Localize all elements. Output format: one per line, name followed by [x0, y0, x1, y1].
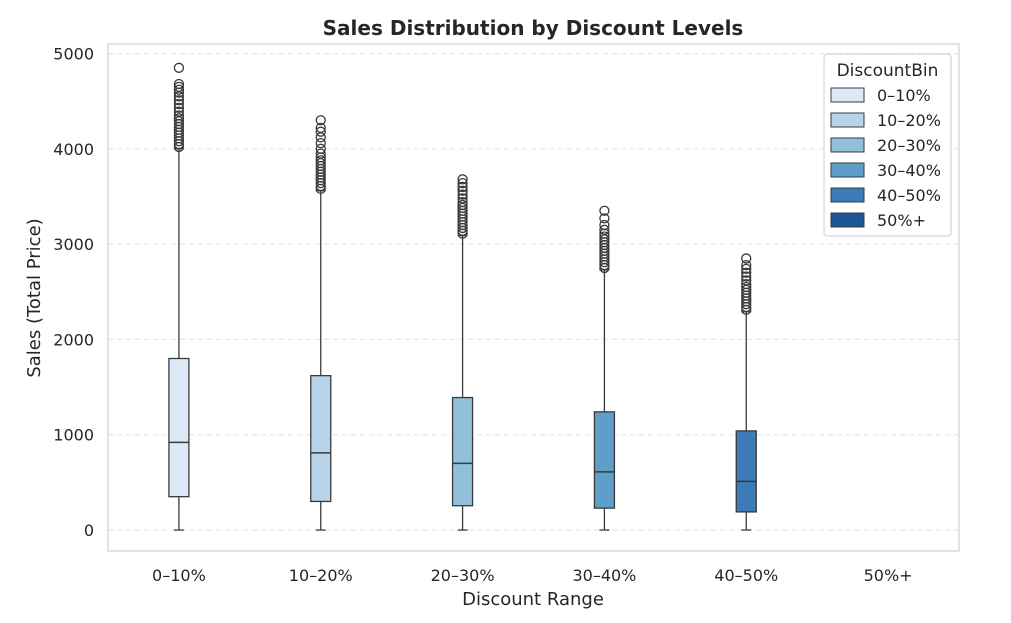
box-iqr	[168, 357, 190, 498]
outlier-point	[457, 177, 468, 189]
outlier-point	[457, 185, 468, 196]
outlier-point	[173, 113, 185, 124]
outlier-point	[599, 205, 610, 216]
outlier-point	[315, 148, 326, 159]
outlier-point	[457, 181, 468, 193]
outlier-point	[741, 281, 752, 293]
legend-swatch	[830, 112, 865, 128]
box-iqr	[593, 411, 616, 509]
legend-swatch	[830, 187, 865, 203]
outlier-point	[457, 197, 468, 208]
outlier-point	[173, 78, 185, 90]
y-tick-label: 4000	[53, 140, 94, 159]
legend-label: 50%+	[877, 211, 926, 230]
outlier-point	[741, 253, 752, 264]
x-tick-label: 10–20%	[289, 566, 353, 585]
outlier-point	[457, 174, 468, 185]
legend-label: 0–10%	[877, 86, 931, 105]
box-iqr	[451, 396, 474, 507]
legend-label: 10–20%	[877, 111, 941, 130]
x-tick-label: 30–40%	[572, 566, 636, 585]
legend-label: 30–40%	[877, 161, 941, 180]
outlier-point	[315, 143, 326, 154]
legend: DiscountBin 0–10% 10–20% 20–30% 30–40% 40–50…	[823, 53, 952, 237]
outlier-point	[173, 110, 185, 121]
outlier-point	[599, 213, 610, 224]
x-tick-label: 50%+	[864, 566, 913, 585]
plot-area-frame	[107, 43, 960, 552]
box-iqr	[735, 430, 757, 513]
y-tick-label: 1000	[53, 426, 94, 445]
legend-swatch	[830, 162, 865, 178]
outlier-point	[599, 224, 610, 235]
outlier-point	[741, 271, 752, 282]
legend-label: 40–50%	[877, 186, 941, 205]
outlier-point	[741, 263, 752, 275]
box-iqr	[310, 374, 332, 503]
x-tick-label: 0–10%	[152, 566, 206, 585]
outlier-point	[741, 267, 752, 278]
y-tick-label: 2000	[53, 330, 94, 349]
outlier-point	[741, 279, 752, 290]
outlier-point	[457, 189, 468, 200]
outlier-point	[599, 231, 610, 242]
legend-swatch	[830, 212, 865, 228]
box-group	[310, 115, 332, 531]
outlier-point	[173, 98, 185, 110]
outlier-point	[315, 122, 326, 134]
outlier-point	[315, 115, 326, 126]
legend-title: DiscountBin	[837, 61, 939, 81]
outlier-point	[741, 275, 752, 286]
legend-swatch	[830, 87, 865, 103]
chart-title: Sales Distribution by Discount Levels	[323, 16, 744, 40]
x-tick-label: 40–50%	[714, 566, 778, 585]
outlier-point	[315, 155, 326, 166]
outlier-point	[315, 126, 326, 137]
outlier-point	[599, 219, 610, 231]
outlier-point	[173, 81, 185, 93]
grid-lines	[108, 53, 959, 531]
box-group	[451, 174, 474, 531]
legend-label: 20–30%	[877, 136, 941, 155]
x-axis-label: Discount Range	[462, 589, 604, 610]
outlier-point	[173, 84, 185, 95]
y-tick-label: 3000	[53, 235, 94, 254]
outlier-point	[173, 62, 185, 73]
outlier-point	[741, 259, 752, 271]
box-group	[593, 205, 616, 531]
outlier-point	[457, 199, 468, 211]
outlier-point	[315, 137, 326, 149]
outlier-point	[173, 95, 185, 106]
outlier-point	[457, 193, 468, 204]
y-axis-ticks: 0 1000 2000 3000 4000 5000	[53, 45, 94, 541]
y-axis-label: Sales (Total Price)	[24, 218, 45, 377]
legend-swatch	[830, 137, 865, 153]
box-series	[168, 62, 757, 531]
box-group	[168, 62, 190, 531]
box-group	[735, 253, 757, 531]
outlier-point	[173, 102, 185, 114]
y-tick-label: 5000	[53, 45, 94, 64]
x-tick-label: 20–30%	[431, 566, 495, 585]
outlier-point	[173, 106, 185, 117]
y-tick-label: 0	[84, 521, 94, 540]
x-axis-ticks: 0–10% 10–20% 20–30% 30–40% 40–50% 50%+	[152, 566, 913, 585]
